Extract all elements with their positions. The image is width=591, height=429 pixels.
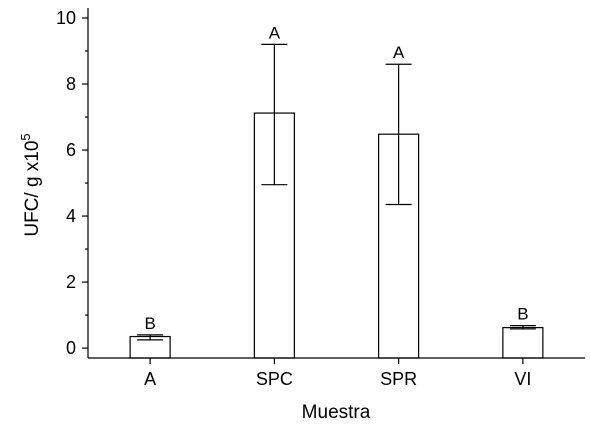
y-axis-title: UFC/ g x105: [18, 133, 43, 236]
error-bar-a: [137, 334, 164, 341]
y-tick-label: 6: [66, 140, 76, 160]
significance-labels: B A A B: [144, 23, 528, 332]
axes: [87, 8, 585, 359]
y-tick-label: 0: [66, 338, 76, 358]
y-tick-label: 2: [66, 272, 76, 292]
y-tick-label: 4: [66, 206, 76, 226]
y-axis-ticks: 0 2 4 6 8 10: [56, 8, 88, 358]
error-bars: [137, 43, 536, 341]
y-tick-label: 10: [56, 8, 76, 28]
significance-label: B: [144, 314, 155, 333]
y-tick-label: 8: [66, 74, 76, 94]
x-tick-label: VI: [514, 369, 531, 389]
bar-vi: [502, 327, 544, 359]
y-axis-title-exponent: 5: [18, 133, 33, 140]
error-bar-spc: [261, 43, 288, 186]
x-tick-label: A: [144, 369, 156, 389]
error-bar-vi: [509, 325, 536, 330]
x-axis-ticks: A SPC SPR VI: [144, 358, 531, 389]
error-bar-spr: [385, 63, 412, 206]
significance-label: B: [517, 305, 528, 324]
y-axis-title-main: UFC/ g x10: [22, 141, 43, 237]
significance-label: A: [269, 23, 281, 42]
x-tick-label: SPR: [380, 369, 417, 389]
x-tick-label: SPC: [256, 369, 293, 389]
bars: [129, 112, 544, 359]
significance-label: A: [393, 43, 405, 62]
x-axis-title: Muestra: [302, 402, 371, 423]
